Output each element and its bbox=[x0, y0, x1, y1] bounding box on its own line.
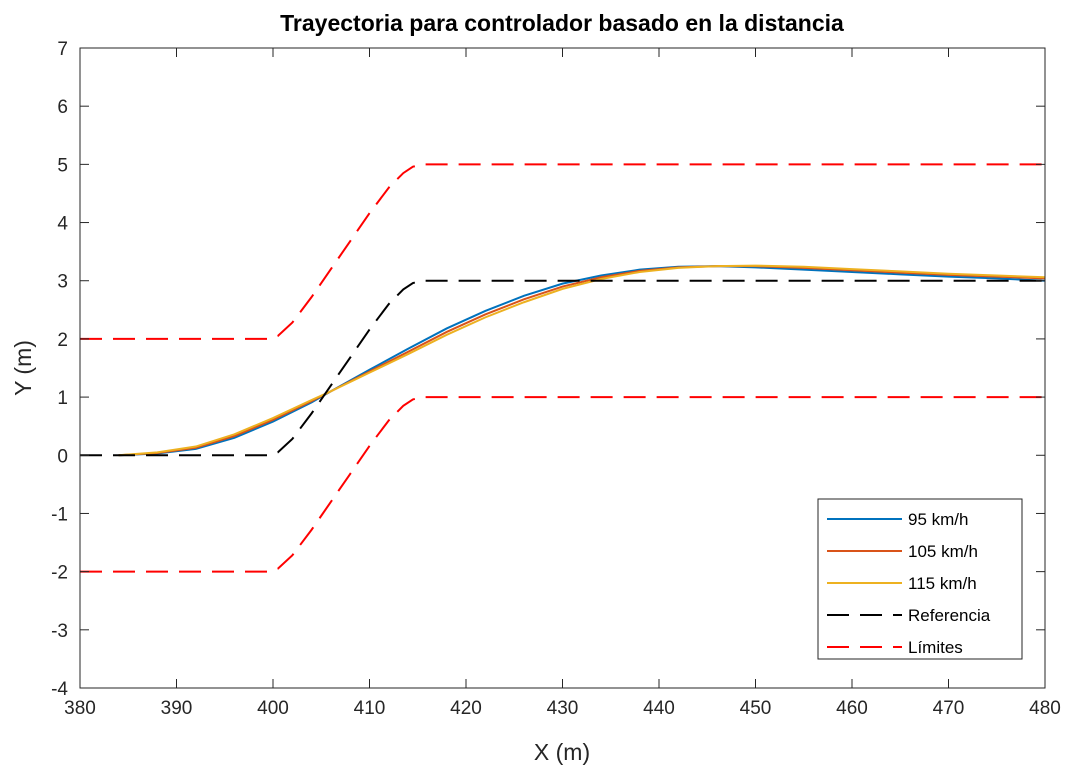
x-tick-label: 410 bbox=[354, 698, 386, 719]
chart-title: Trayectoria para controlador basado en l… bbox=[280, 10, 844, 36]
series-line-3 bbox=[118, 264, 1046, 457]
x-tick-label: 430 bbox=[547, 698, 579, 719]
y-tick-label: 4 bbox=[57, 214, 68, 235]
tick-layer: 380 390 400 410 420 430 440 450 460 470 480-4-3-2-… bbox=[51, 39, 1061, 719]
x-tick-label: 440 bbox=[643, 698, 675, 719]
x-tick-label: 400 bbox=[257, 698, 289, 719]
series-line-5 bbox=[80, 163, 1045, 340]
y-tick-label: -1 bbox=[51, 504, 68, 525]
legend: 95 km/h 105 km/h 115 km/h Referencia Límites bbox=[817, 498, 1023, 660]
y-tick-label: 2 bbox=[57, 330, 68, 351]
y-tick-label: 3 bbox=[57, 272, 68, 293]
legend-label: Límites bbox=[908, 638, 963, 657]
series-line-2 bbox=[118, 265, 1046, 457]
x-tick-label: 380 bbox=[64, 698, 96, 719]
y-tick-label: 5 bbox=[57, 155, 68, 176]
y-tick-label: -2 bbox=[51, 563, 68, 584]
y-tick-label: 0 bbox=[57, 446, 68, 467]
x-tick-label: 450 bbox=[740, 698, 772, 719]
x-axis-label: X (m) bbox=[534, 739, 590, 765]
series-layer bbox=[80, 163, 1046, 573]
y-axis-label: Y (m) bbox=[10, 340, 36, 396]
x-tick-label: 480 bbox=[1029, 698, 1061, 719]
series-line-6 bbox=[80, 396, 1045, 573]
y-tick-label: 6 bbox=[57, 97, 68, 118]
x-tick-label: 390 bbox=[161, 698, 193, 719]
x-tick-label: 460 bbox=[836, 698, 868, 719]
series-line-1 bbox=[118, 265, 1046, 457]
legend-label: Referencia bbox=[908, 606, 991, 625]
x-tick-label: 420 bbox=[450, 698, 482, 719]
legend-label: 115 km/h bbox=[908, 574, 977, 593]
y-tick-label: -3 bbox=[51, 621, 68, 642]
y-tick-label: -4 bbox=[51, 679, 68, 700]
y-tick-label: 7 bbox=[57, 39, 68, 60]
legend-label: 95 km/h bbox=[908, 510, 968, 529]
legend-box bbox=[817, 498, 1023, 660]
series-line-4 bbox=[80, 279, 1045, 457]
legend-label: 105 km/h bbox=[908, 542, 978, 561]
y-tick-label: 1 bbox=[57, 388, 68, 409]
x-tick-label: 470 bbox=[933, 698, 965, 719]
